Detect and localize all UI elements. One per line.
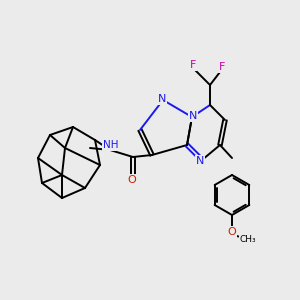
Text: F: F [190,60,196,70]
Text: NH: NH [103,140,119,150]
Text: F: F [219,62,225,72]
Text: O: O [128,175,136,185]
Text: N: N [189,111,197,121]
Text: N: N [196,156,204,166]
Text: CH₃: CH₃ [240,235,256,244]
Text: O: O [228,227,236,237]
Text: N: N [158,94,166,104]
